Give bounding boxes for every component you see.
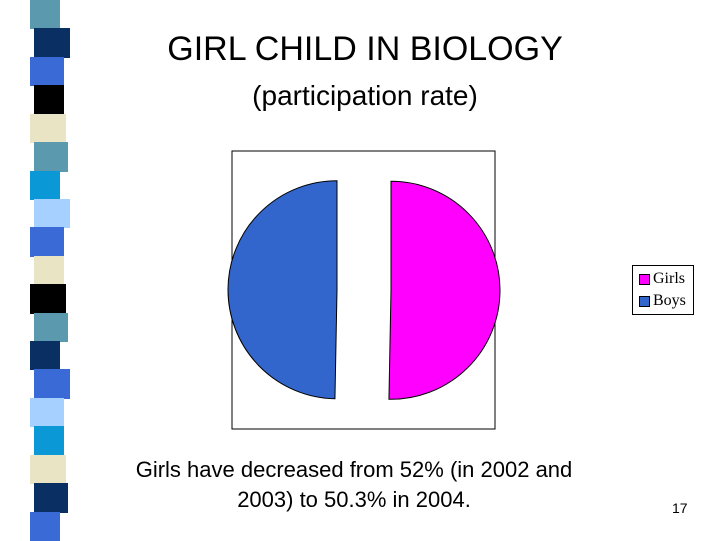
deco-block [30, 56, 64, 87]
deco-block [30, 170, 60, 200]
slide-number: 17 [672, 500, 688, 516]
deco-block [30, 341, 60, 371]
deco-block [34, 312, 68, 343]
legend-label-boys: Boys [653, 292, 686, 309]
chart-legend: Girls Boys [632, 265, 694, 315]
deco-block [30, 284, 66, 314]
deco-block [30, 397, 64, 428]
slide-caption: Girls have decreased from 52% (in 2002 a… [60, 455, 648, 515]
deco-block [30, 454, 66, 485]
deco-block [34, 28, 70, 58]
deco-block [34, 198, 70, 229]
caption-line-2: 2003) to 50.3% in 2004. [237, 487, 471, 512]
deco-block [30, 113, 66, 144]
caption-line-1: Girls have decreased from 52% (in 2002 a… [135, 457, 573, 482]
slide-subtitle: (participation rate) [252, 80, 478, 111]
deco-block [34, 85, 64, 115]
deco-block [34, 426, 64, 456]
slide-title: GIRL CHILD IN BIOLOGY [167, 30, 563, 68]
decorative-strip [0, 0, 70, 541]
legend-item-boys: Boys [639, 290, 693, 312]
deco-block [30, 511, 60, 541]
deco-block [34, 142, 68, 172]
pie-slice-boys [227, 180, 338, 400]
pie-slice-girls [388, 180, 501, 400]
legend-item-girls: Girls [639, 268, 693, 290]
legend-swatch-boys [639, 295, 650, 307]
deco-block [34, 255, 64, 286]
deco-block [34, 369, 70, 399]
deco-block [34, 483, 68, 513]
deco-block [30, 0, 60, 30]
deco-block [30, 227, 64, 257]
legend-swatch-girls [639, 273, 650, 285]
legend-label-girls: Girls [653, 270, 685, 287]
